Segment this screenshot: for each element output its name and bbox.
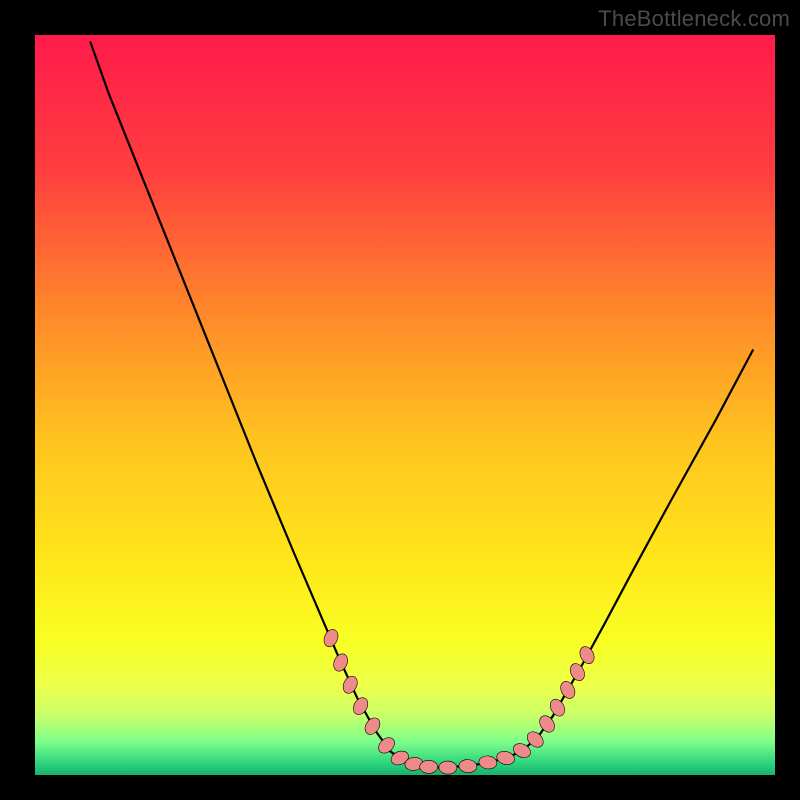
watermark-text: TheBottleneck.com: [598, 6, 790, 32]
bottleneck-chart: [0, 0, 800, 800]
chart-frame: TheBottleneck.com: [0, 0, 800, 800]
